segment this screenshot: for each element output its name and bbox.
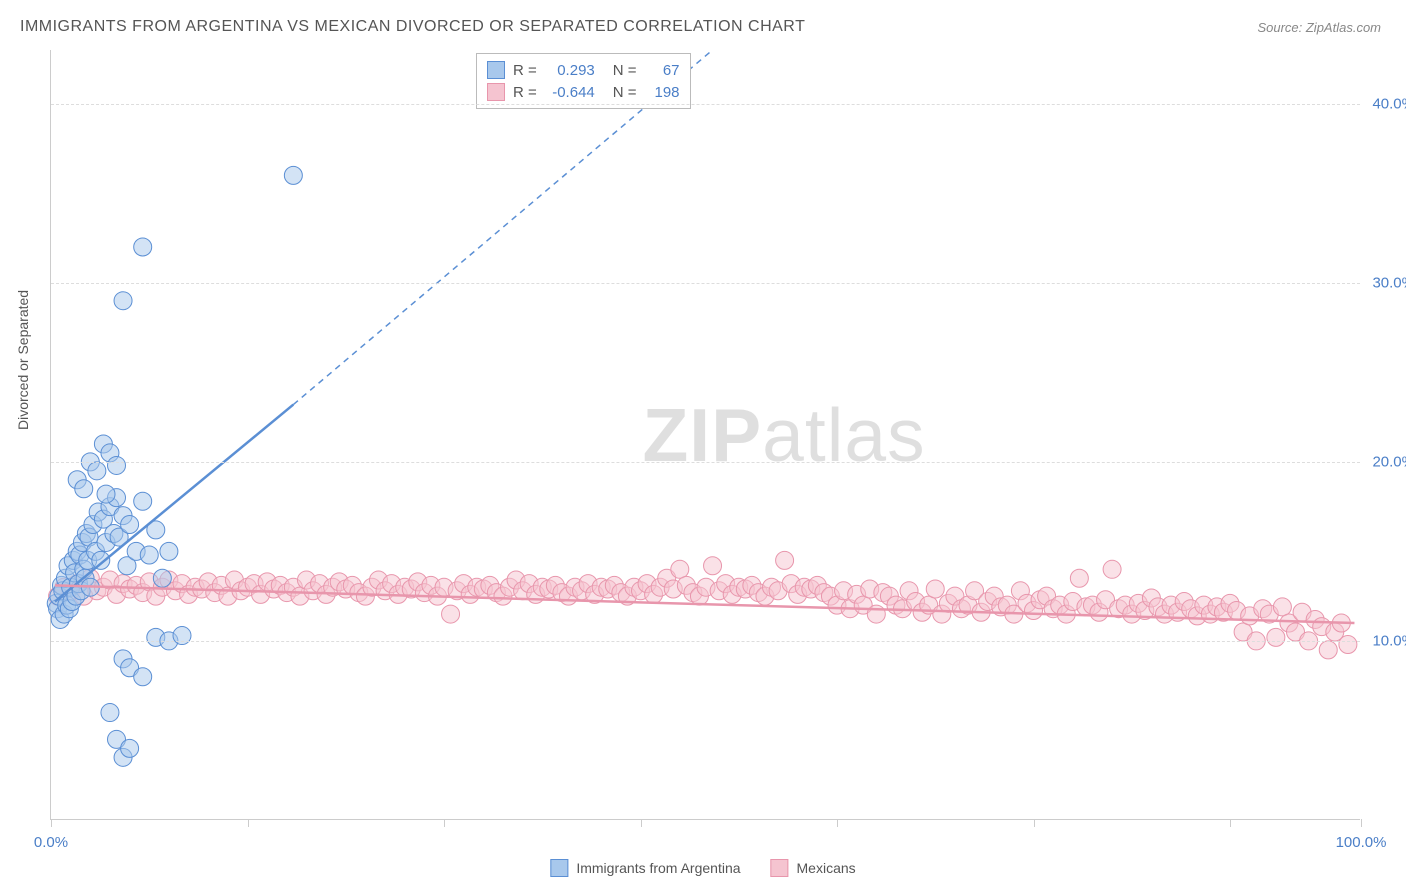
scatter-point — [97, 485, 115, 503]
source-attribution: Source: ZipAtlas.com — [1257, 20, 1381, 35]
y-tick-label: 20.0% — [1372, 453, 1406, 470]
x-tick — [248, 819, 249, 827]
x-tick — [444, 819, 445, 827]
scatter-point — [776, 551, 794, 569]
y-axis-label: Divorced or Separated — [15, 290, 31, 430]
scatter-point — [134, 492, 152, 510]
chart-plot-area: ZIPatlas R =0.293N =67R =-0.644N =198 10… — [50, 50, 1360, 820]
stats-r-label: R = — [513, 62, 537, 79]
x-tick — [1230, 819, 1231, 827]
stats-n-label: N = — [613, 62, 637, 79]
scatter-point — [704, 557, 722, 575]
correlation-stats-box: R = 0.293 N = 67 R = -0.644 N = 198 — [476, 53, 691, 109]
scatter-point — [1070, 569, 1088, 587]
stats-r-value: -0.644 — [545, 84, 595, 101]
scatter-point — [108, 456, 126, 474]
y-tick-label: 30.0% — [1372, 274, 1406, 291]
stats-swatch-icon — [487, 61, 505, 79]
scatter-point — [160, 542, 178, 560]
stats-r-value: 0.293 — [545, 62, 595, 79]
y-tick-label: 40.0% — [1372, 95, 1406, 112]
grid-line — [51, 641, 1360, 642]
chart-title: IMMIGRANTS FROM ARGENTINA VS MEXICAN DIV… — [20, 18, 805, 36]
x-tick — [837, 819, 838, 827]
x-tick — [1034, 819, 1035, 827]
scatter-point — [114, 292, 132, 310]
x-tick-label: 0.0% — [34, 834, 68, 851]
legend-swatch-icon — [771, 859, 789, 877]
legend-label: Immigrants from Argentina — [576, 860, 740, 876]
legend-item: Mexicans — [771, 859, 856, 877]
scatter-point — [1267, 628, 1285, 646]
stats-r-label: R = — [513, 84, 537, 101]
scatter-point — [671, 560, 689, 578]
stats-swatch-icon — [487, 83, 505, 101]
scatter-point — [1103, 560, 1121, 578]
trend-line — [55, 405, 293, 602]
scatter-point — [140, 546, 158, 564]
scatter-point — [121, 516, 139, 534]
scatter-point — [284, 166, 302, 184]
x-tick-label: 100.0% — [1336, 834, 1387, 851]
scatter-point — [153, 569, 171, 587]
scatter-point — [926, 580, 944, 598]
scatter-point — [442, 605, 460, 623]
stats-n-label: N = — [613, 84, 637, 101]
grid-line — [51, 104, 1360, 105]
y-tick-label: 10.0% — [1372, 632, 1406, 649]
x-tick — [51, 819, 52, 827]
scatter-point — [134, 668, 152, 686]
legend-item: Immigrants from Argentina — [550, 859, 740, 877]
grid-line — [51, 283, 1360, 284]
bottom-legend: Immigrants from Argentina Mexicans — [550, 859, 855, 877]
legend-label: Mexicans — [797, 860, 856, 876]
scatter-point — [1273, 598, 1291, 616]
stats-n-value: 67 — [645, 62, 680, 79]
x-tick — [1361, 819, 1362, 827]
scatter-point — [88, 462, 106, 480]
legend-swatch-icon — [550, 859, 568, 877]
stats-n-value: 198 — [645, 84, 680, 101]
scatter-point — [101, 704, 119, 722]
scatter-plot-svg — [51, 50, 1360, 819]
stats-row: R = -0.644 N = 198 — [487, 81, 680, 103]
grid-line — [51, 462, 1360, 463]
scatter-point — [121, 739, 139, 757]
scatter-point — [92, 551, 110, 569]
scatter-point — [75, 480, 93, 498]
scatter-point — [1339, 636, 1357, 654]
scatter-point — [1319, 641, 1337, 659]
scatter-point — [134, 238, 152, 256]
x-tick — [641, 819, 642, 827]
stats-row: R = 0.293 N = 67 — [487, 59, 680, 81]
